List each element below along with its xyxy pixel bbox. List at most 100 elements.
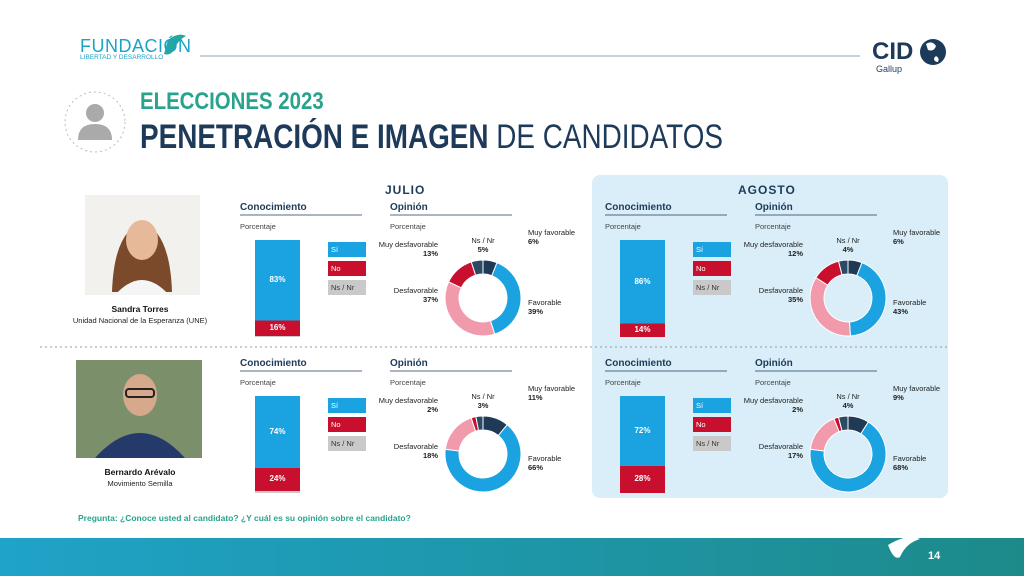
data-label: 43% xyxy=(893,307,909,316)
data-label: 4% xyxy=(842,245,854,254)
legend-label: No xyxy=(696,264,706,273)
legend-label: No xyxy=(331,420,341,429)
legend-label: Ns / Nr xyxy=(696,283,720,292)
chart-title: Opinión xyxy=(755,358,793,369)
category-label: Muy favorable xyxy=(893,228,941,237)
person-body xyxy=(78,124,112,140)
chart-title: Conocimiento xyxy=(240,358,307,369)
data-label: 37% xyxy=(422,295,438,304)
donut-label: Ns / Nr 3% xyxy=(453,392,513,410)
candidate-party: Unidad Nacional de la Esperanza (UNE) xyxy=(72,316,208,325)
data-label: 83% xyxy=(269,275,286,285)
donut-slice xyxy=(444,424,522,493)
legend-swatch xyxy=(693,242,731,257)
chart-subtitle: Porcentaje xyxy=(390,222,426,231)
donut-slice xyxy=(475,415,484,432)
chart-subtitle: Porcentaje xyxy=(605,222,641,231)
donut-label: Muy desfavorable 2% xyxy=(378,396,438,414)
legend-label: Ns / Nr xyxy=(331,439,355,448)
donut-slice xyxy=(447,261,477,289)
data-label: 14% xyxy=(634,325,651,335)
data-label: 28% xyxy=(634,474,651,484)
donut-label: Desfavorable 37% xyxy=(378,286,438,304)
legend-swatch xyxy=(328,261,366,276)
data-label: 3% xyxy=(477,401,489,410)
chart-subtitle: Porcentaje xyxy=(605,378,641,387)
donut-slice xyxy=(837,415,849,432)
bar-segment xyxy=(620,240,665,324)
candidate-name: Sandra Torres xyxy=(111,304,169,314)
data-label: 13% xyxy=(422,249,438,258)
donut-slice xyxy=(809,421,887,493)
face xyxy=(126,220,158,260)
chart-title: Opinión xyxy=(390,358,428,369)
data-label: 5% xyxy=(477,245,489,254)
kicker: ELECCIONES 2023 xyxy=(140,88,324,115)
donut-label: Favorable 39% xyxy=(528,298,588,316)
legend-swatch xyxy=(693,436,731,451)
title-bold: PENETRACIÓN E IMAGEN xyxy=(140,118,489,156)
category-label: Desfavorable xyxy=(758,286,803,295)
chart-title: Opinión xyxy=(390,202,428,213)
category-label: Muy desfavorable xyxy=(743,240,803,249)
data-label: 12% xyxy=(787,249,803,258)
legend-label: Sí xyxy=(696,401,704,410)
donut-slice xyxy=(470,259,484,276)
page-number: 14 xyxy=(928,550,941,562)
data-label: 72% xyxy=(634,425,651,435)
donut-label: Muy desfavorable 2% xyxy=(743,396,803,414)
face xyxy=(123,374,157,416)
bar-segment xyxy=(255,491,300,493)
legend-swatch xyxy=(693,280,731,295)
bar-segment xyxy=(620,465,665,493)
title: PENETRACIÓN E IMAGEN DE CANDIDATOS xyxy=(140,118,723,157)
data-label: 6% xyxy=(893,237,904,246)
category-label: Desfavorable xyxy=(393,442,438,451)
footer-bird xyxy=(888,537,920,558)
brand-subtitle: Gallup xyxy=(876,64,903,74)
bar-segment xyxy=(255,396,300,468)
data-label: 4% xyxy=(842,401,854,410)
donut-label: Muy favorable 6% xyxy=(528,228,588,246)
period: AGOSTO xyxy=(738,183,796,197)
brand-name: CID xyxy=(872,38,914,65)
globe-land xyxy=(926,42,939,62)
category-label: Muy favorable xyxy=(528,384,576,393)
brand-globe xyxy=(920,39,946,65)
chart-title: Conocimiento xyxy=(605,358,672,369)
chart-title: Conocimiento xyxy=(240,202,307,213)
question: Pregunta: ¿Conoce usted al candidato? ¿Y… xyxy=(78,513,411,523)
jacket xyxy=(115,280,169,295)
category-label: Muy desfavorable xyxy=(378,396,438,405)
chart-subtitle: Porcentaje xyxy=(755,378,791,387)
donut-label: Favorable 68% xyxy=(893,454,953,472)
donut-label: Muy desfavorable 13% xyxy=(378,240,438,258)
category-label: Ns / Nr xyxy=(471,392,495,401)
legend-label: No xyxy=(331,264,341,273)
legend-swatch xyxy=(328,242,366,257)
data-label: 11% xyxy=(528,393,543,402)
category-label: Muy favorable xyxy=(893,384,941,393)
donut-slice xyxy=(444,417,477,452)
donut-slice xyxy=(837,259,849,276)
data-label: 16% xyxy=(269,323,286,333)
glasses xyxy=(125,388,155,398)
category-label: Ns / Nr xyxy=(836,236,860,245)
legend-label: Sí xyxy=(331,401,339,410)
legend-label: Ns / Nr xyxy=(331,283,355,292)
legend-swatch xyxy=(693,398,731,413)
legend-label: Sí xyxy=(696,245,704,254)
donut-label: Desfavorable 35% xyxy=(743,286,803,304)
legend-swatch xyxy=(328,417,366,432)
period: JULIO xyxy=(385,183,426,197)
title-light: DE CANDIDATOS xyxy=(496,118,723,156)
category-label: Favorable xyxy=(893,298,927,307)
bar-segment xyxy=(255,467,300,492)
donut-label: Muy favorable 11% xyxy=(528,384,588,402)
category-label: Favorable xyxy=(528,298,562,307)
category-label: Muy favorable xyxy=(528,228,576,237)
donut-label: Desfavorable 18% xyxy=(378,442,438,460)
legend-swatch xyxy=(328,436,366,451)
data-label: 18% xyxy=(422,451,438,460)
